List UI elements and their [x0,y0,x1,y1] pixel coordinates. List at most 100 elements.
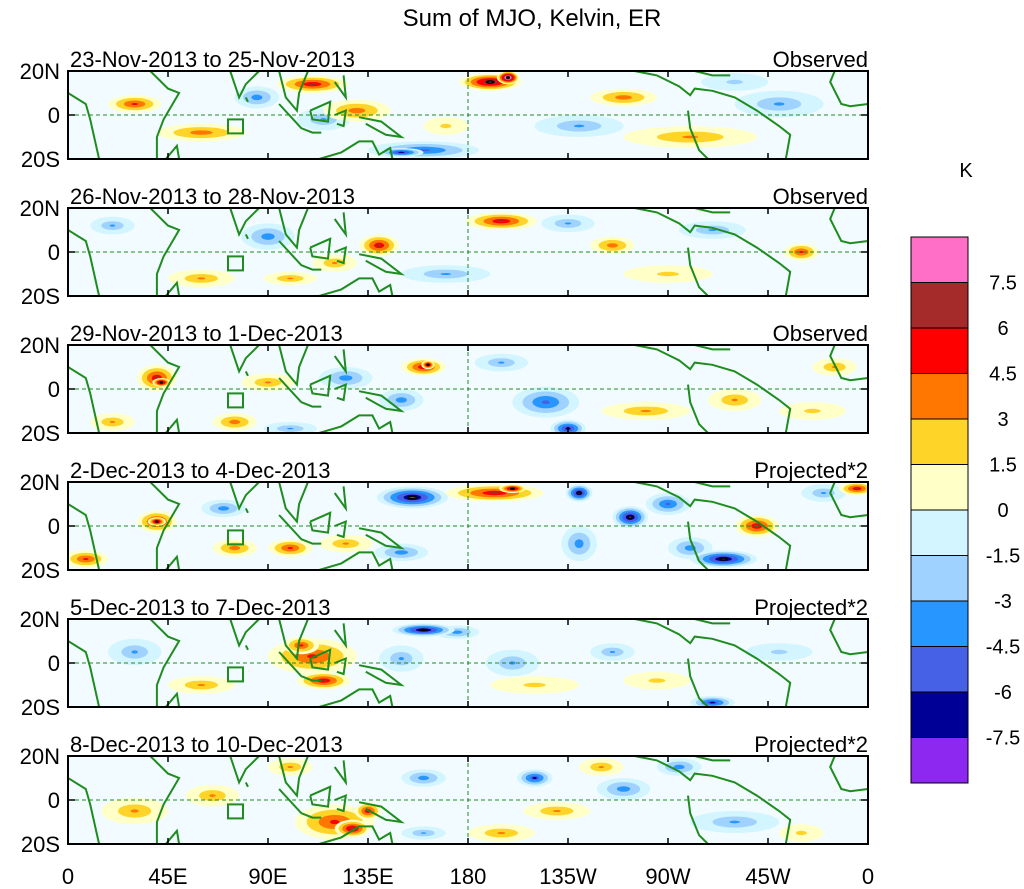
anomaly-blob [779,402,846,420]
panel-date-label: 2-Dec-2013 to 4-Dec-2013 [70,458,330,483]
colorbar-label: 7.5 [989,273,1017,295]
colorbar-swatch [910,373,969,420]
anomaly-blob [734,90,824,118]
anomaly-blob [379,389,424,411]
anomaly-blob [465,212,537,230]
colorbar-label: -3 [994,591,1012,613]
anomaly-blob [474,353,528,372]
y-tick-label: 0 [48,377,60,402]
colorbar-label: 6 [997,318,1008,340]
anomaly-blob [596,778,651,800]
anomaly-field [68,482,868,570]
x-tick-label: 0 [62,864,74,889]
anomaly-blob [108,95,162,113]
colorbar-swatch [910,418,969,465]
anomaly-blob [779,824,824,842]
colorbar-label: 4.5 [989,364,1017,386]
anomaly-blob [612,506,648,529]
colorbar-unit: K [959,160,973,182]
anomaly-blob [185,784,240,807]
x-tick-label: 0 [862,864,874,889]
reference-box [227,666,244,683]
y-tick-label: 20N [20,744,60,769]
colorbar-label: 3 [997,409,1008,431]
colorbar-swatch [910,327,969,374]
y-tick-label: 20S [21,558,60,583]
panel-type-label: Projected*2 [754,732,868,757]
anomaly-blob [745,643,813,661]
coastlines [68,756,868,844]
x-tick-label: 135W [539,864,597,889]
anomaly-blob [534,115,624,137]
anomaly-blob [541,214,595,233]
anomaly-blob [212,539,257,557]
reference-box [227,803,244,820]
y-tick-label: 20S [21,695,60,720]
y-tick-label: 0 [48,651,60,676]
panel-type-label: Observed [773,321,868,346]
anomaly-blob [379,645,424,672]
x-axis: 0 45E 90E 135E 180 135W 90W 45W 0 [62,864,874,889]
colorbar-label: 1.5 [989,455,1017,477]
reference-box [227,118,244,135]
colorbar-swatch [910,464,969,511]
y-tick-label: 20S [21,147,60,172]
y-tick-label: 20S [21,284,60,309]
anomaly-blob [401,826,446,840]
anomaly-blob [379,148,424,157]
y-tick-label: 20N [20,470,60,495]
y-tick-label: 0 [48,788,60,813]
anomaly-blob [423,117,468,135]
anomaly-blob [90,216,135,235]
x-tick-label: 90W [645,864,690,889]
colorbar-label: -6 [994,682,1012,704]
anomaly-blob [148,517,166,526]
anomaly-blob [319,367,373,389]
anomaly-blob [168,269,235,288]
anomaly-blob [590,643,635,661]
anomaly-blob [623,265,713,283]
anomaly-blob [839,482,868,496]
anomaly-blob [623,671,691,690]
x-tick-label: 180 [450,864,487,889]
x-tick-label: 135E [342,864,393,889]
anomaly-blob [590,236,635,255]
colorbar-swatch [910,236,969,283]
colorbar: 7.5 6 4.5 3 1.5 0 -1.5 -3 -4.5 -6 -7.5 K [910,160,1020,784]
anomaly-blob [565,484,593,502]
anomaly-blob [401,265,491,283]
panel-date-label: 26-Nov-2013 to 28-Nov-2013 [70,184,355,209]
panel-3: 20N 0 20S 29-Nov-2013 to 1-Dec-2013 Observed [20,321,869,446]
x-tick-label: 45E [148,864,187,889]
panel-1: 20N 0 20S 23-Nov-2013 to 25-Nov-2013 Observe… [20,47,869,172]
anomaly-blob [276,75,349,93]
anomaly-blob [296,671,351,690]
anomaly-blob [401,769,446,787]
y-tick-label: 20N [20,196,60,221]
anomaly-blob [690,811,780,833]
reference-box [227,255,244,272]
panel-date-label: 5-Dec-2013 to 7-Dec-2013 [70,595,330,620]
anomaly-blob [421,360,435,370]
anomaly-blob [319,534,373,553]
panel-type-label: Projected*2 [754,458,868,483]
anomaly-blob [263,422,317,433]
colorbar-swatch [910,555,969,602]
coastlines [68,482,868,570]
anomaly-blob [283,636,320,655]
anomaly-blob [445,484,544,502]
anomaly-blob [241,373,295,392]
anomaly-blob [579,758,624,776]
panel-6: 20N 0 20S 8-Dec-2013 to 10-Dec-2013 Projecte… [20,732,869,857]
colorbar-label: -4.5 [986,637,1020,659]
anomaly-blob [656,758,702,776]
anomaly-blob [156,123,246,142]
y-tick-label: 0 [48,240,60,265]
panel-type-label: Observed [773,47,868,72]
anomaly-blob [152,378,171,387]
anomaly-blob [499,484,526,493]
anomaly-blob [101,797,168,825]
anomaly-blob [376,486,449,509]
anomaly-blob [645,493,691,515]
